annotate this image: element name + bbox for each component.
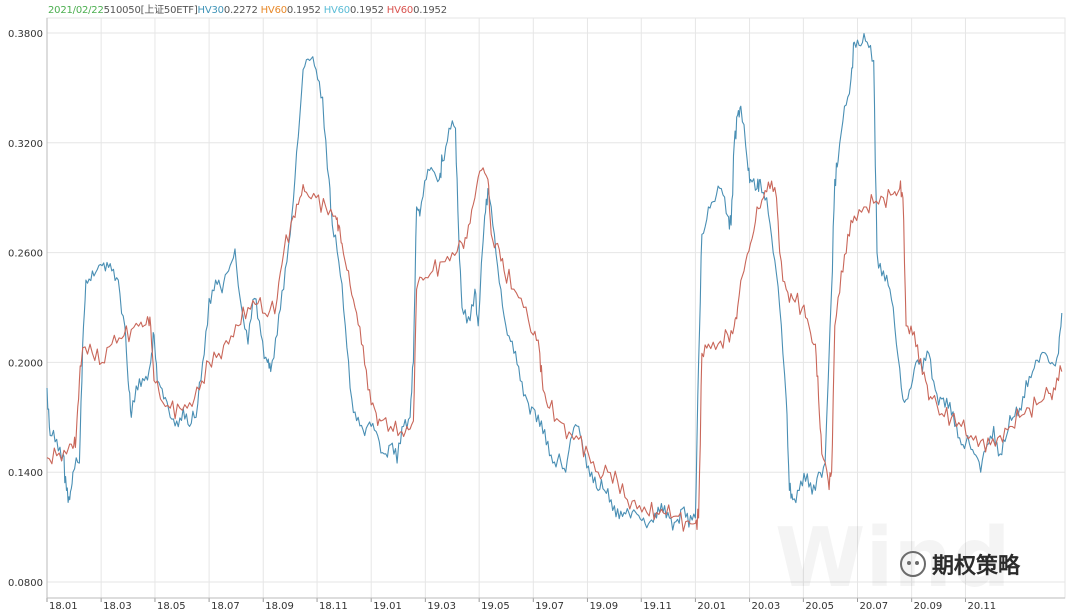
x-tick-label: 19.07 [535,601,564,612]
legend-ticker: 510050[上证50ETF] [103,5,198,16]
y-tick-label: 0.2000 [8,358,43,369]
legend-hv30-label: HV30 [197,5,224,16]
x-tick-label: 20.11 [967,601,996,612]
axes: 0.0800 0.1400 0.2000 0.2600 0.3200 0.3800 18.0… [8,18,1065,612]
x-tick-label: 19.09 [589,601,618,612]
y-tick-label: 0.3800 [8,29,43,40]
y-tick-label: 0.1400 [8,468,43,479]
wechat-watermark: 期权策略 [900,548,1020,580]
x-tick-label: 18.07 [211,601,240,612]
y-tick-label: 0.3200 [8,139,43,150]
x-tick-label: 20.03 [752,601,781,612]
legend-hv60-red-value: 0.1952 [413,5,447,16]
legend-hv30-value: 0.2272 [223,5,258,16]
x-tick-label: 18.11 [319,601,348,612]
wind-watermark: Wind [775,511,1011,606]
x-tick-label: 20.01 [697,601,726,612]
series-line-hv60 [46,167,1063,532]
series-line-hv30 [46,33,1063,531]
legend-date: 2021/02/22 [48,5,104,16]
x-tick-label: 20.09 [914,601,943,612]
wind-logo-watermark: Wind [775,511,1011,606]
x-tick-label: 18.09 [265,601,294,612]
y-tick-label: 0.0800 [8,578,43,589]
x-tick-label: 18.01 [49,601,78,612]
x-tick-label: 20.05 [805,601,834,612]
wechat-icon [900,551,926,577]
x-tick-label: 19.03 [427,601,456,612]
x-tick-label: 19.01 [373,601,402,612]
legend-hv60-orange-value: 0.1952 [286,5,321,16]
legend-hv60-orange-label: HV60 [260,5,287,16]
watermark-text: 期权策略 [932,554,1021,579]
x-tick-label: 18.03 [103,601,132,612]
x-tick-label: 20.07 [860,601,889,612]
x-tick-label: 19.11 [643,601,672,612]
chart-legend: 2021/02/22510050[上证50ETF]HV300.2272 HV60… [48,4,447,18]
series-lines [46,33,1063,532]
legend-hv60-red-label: HV60 [386,5,414,16]
x-tick-label: 18.05 [157,601,186,612]
legend-hv60-cyan-label: HV60 [323,5,350,16]
y-tick-label: 0.2600 [8,249,43,260]
legend-hv60-cyan-value: 0.1952 [349,5,384,16]
x-tick-label: 19.05 [481,601,510,612]
